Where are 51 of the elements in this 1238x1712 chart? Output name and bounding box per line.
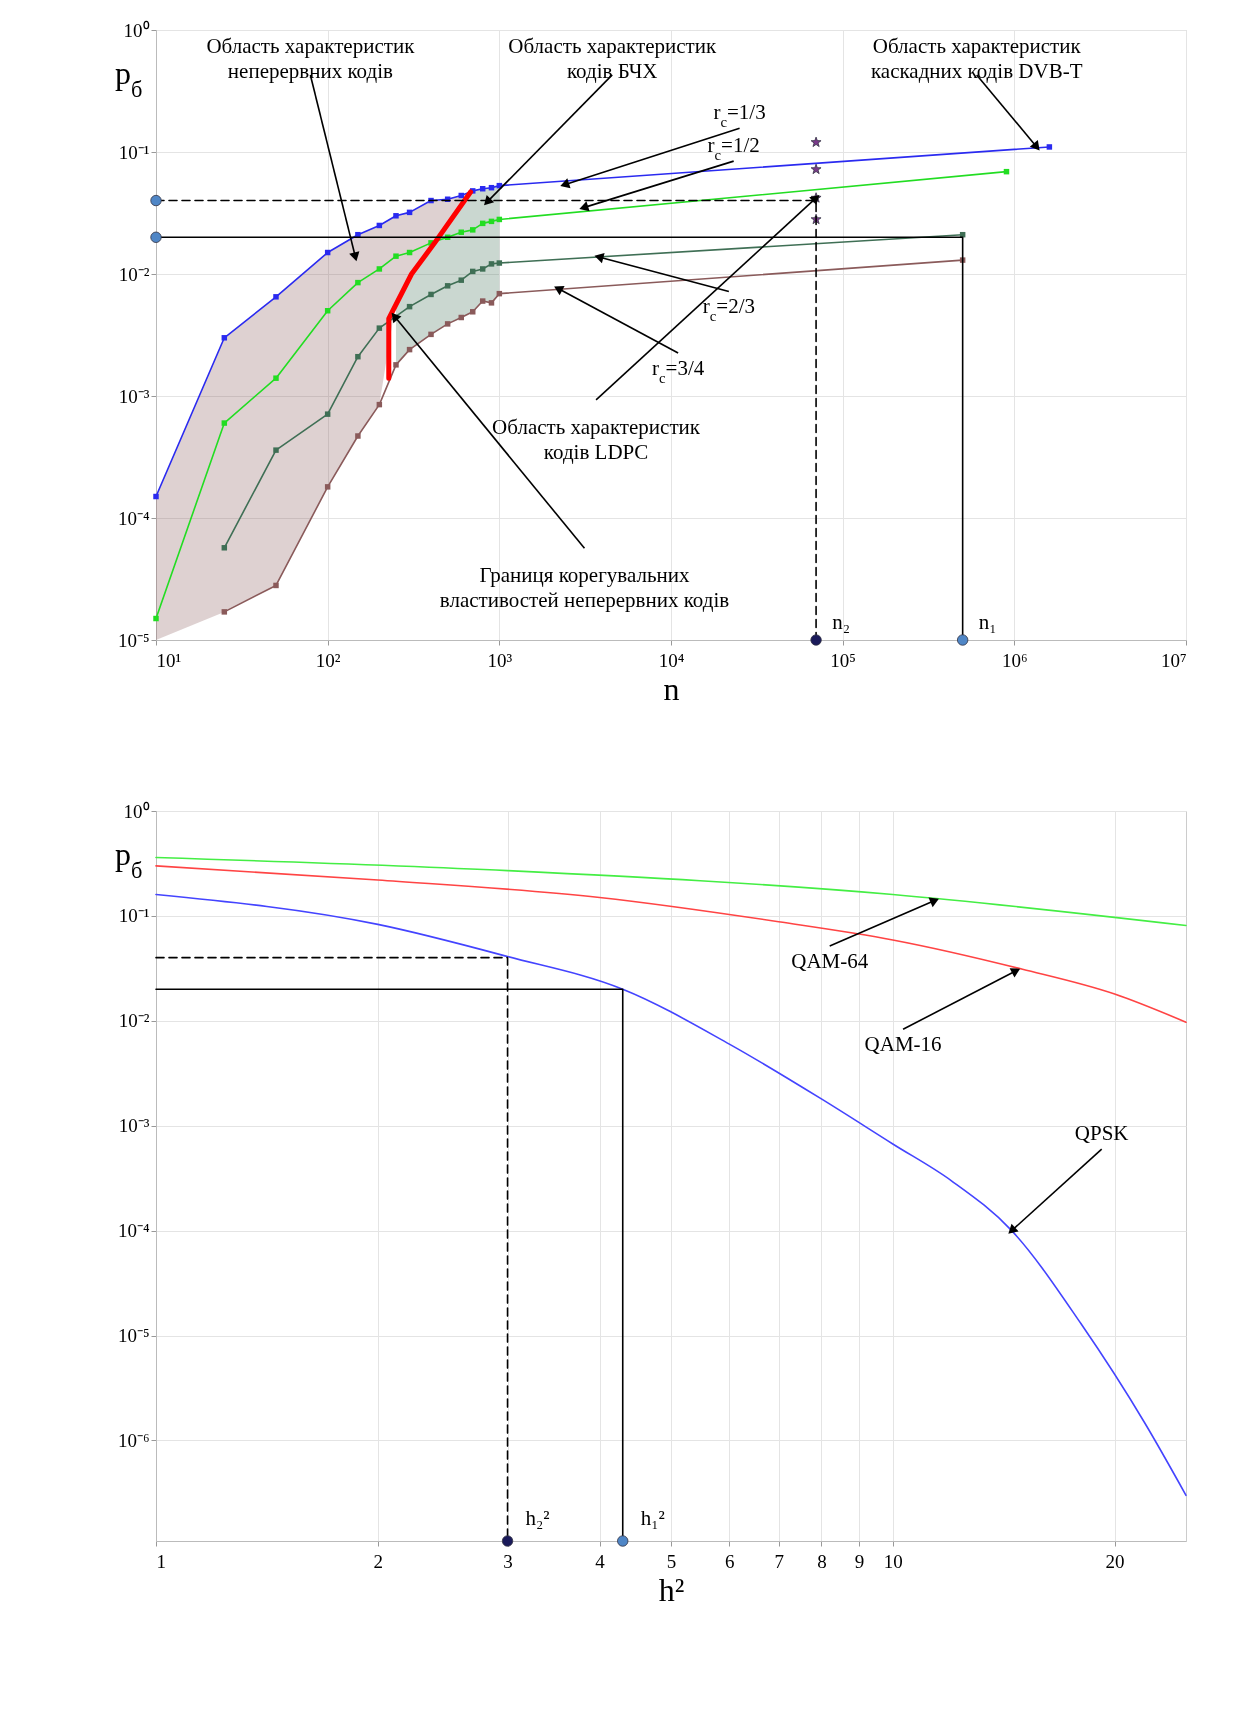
annotation: n₂ — [832, 610, 850, 634]
y-tick-label: 10⁻² — [118, 263, 150, 285]
y-tick-label: 10⁰ — [123, 800, 150, 822]
annotation: QAM-16 — [864, 1031, 942, 1056]
x-tick-label: 10⁵ — [830, 649, 856, 671]
y-tick-label: 10⁻⁴ — [117, 1220, 150, 1242]
x-tick-label: 10⁴ — [658, 649, 685, 671]
x-tick-label: 9 — [854, 1550, 865, 1572]
x-tick-label: 5 — [666, 1550, 677, 1572]
annotation: r$_{c}$=2/3 — [702, 293, 755, 324]
y-tick-label: 10⁻¹ — [118, 141, 150, 163]
x-tick-label: 10² — [315, 649, 341, 671]
x-tick-label: 20 — [1105, 1550, 1125, 1572]
annotation: h₂² — [525, 1506, 550, 1530]
annotation: r$_{c}$=3/4 — [652, 355, 705, 386]
x-tick-label: 10⁷ — [1160, 649, 1187, 671]
x-tick-label: 10³ — [487, 649, 513, 671]
x-tick-label: 10 — [883, 1550, 903, 1572]
x-tick-label: 2 — [373, 1550, 384, 1572]
x-tick-label: 7 — [774, 1550, 784, 1572]
annotation: Область характеристик кодів LDPC — [492, 414, 701, 464]
y-axis-title: p$_{б}$ — [115, 54, 143, 101]
x-tick-label: 1 — [156, 1550, 166, 1572]
x-axis-title: n — [663, 670, 680, 707]
annotation: QAM-64 — [791, 948, 869, 973]
x-tick-label: 4 — [595, 1550, 606, 1572]
annotation: n₁ — [978, 610, 997, 634]
y-tick-label: 10⁰ — [123, 19, 150, 41]
x-tick-label: 6 — [725, 1550, 735, 1572]
annotation: r$_{c}$=1/2 — [707, 132, 760, 163]
y-tick-label: 10⁻³ — [118, 385, 150, 407]
y-tick-label: 10⁻⁶ — [117, 1429, 150, 1451]
x-tick-label: 8 — [817, 1550, 827, 1572]
annotation: r$_{c}$=1/3 — [713, 99, 766, 130]
x-tick-label: 10⁶ — [1002, 649, 1028, 671]
y-tick-label: 10⁻⁵ — [117, 1325, 150, 1347]
x-tick-label: 10¹ — [156, 649, 182, 671]
y-tick-label: 10⁻⁵ — [117, 629, 150, 651]
annotation: Область характеристик неперервних кодів — [206, 33, 416, 83]
y-tick-label: 10⁻¹ — [118, 905, 150, 927]
y-tick-label: 10⁻² — [118, 1010, 150, 1032]
annotation: h₁² — [640, 1506, 665, 1530]
annotation: Область характеристик каскадних кодів DVB-T — [870, 33, 1083, 83]
y-axis-title: p$_{б}$ — [115, 835, 143, 882]
annotation: Область характеристик кодів БЧХ — [508, 33, 717, 83]
annotation: Границя корегувальних властивостей неперервних кодів — [439, 563, 730, 613]
x-tick-label: 3 — [503, 1550, 513, 1572]
y-tick-label: 10⁻⁴ — [117, 507, 150, 529]
y-tick-label: 10⁻³ — [118, 1115, 150, 1137]
x-axis-title: h² — [658, 1571, 685, 1608]
annotation: QPSK — [1074, 1120, 1129, 1145]
